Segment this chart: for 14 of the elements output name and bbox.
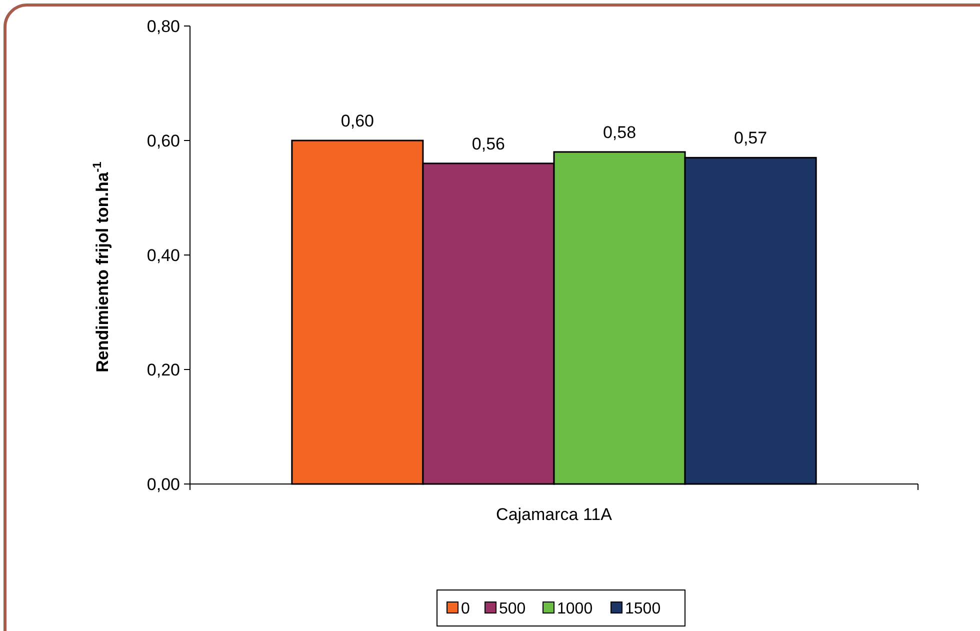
data-label: 0,57: [734, 128, 768, 148]
y-tick-label: 0,20: [146, 360, 180, 380]
legend-label: 1000: [557, 600, 593, 618]
legend-label: 1500: [625, 600, 661, 618]
data-label: 0,58: [602, 122, 636, 142]
y-tick-label: 0,80: [146, 16, 180, 36]
y-tick-label: 0,00: [146, 474, 180, 494]
legend-label: 0: [461, 600, 470, 618]
y-tick-label: 0,40: [146, 246, 180, 265]
data-label: 0,60: [340, 112, 374, 130]
legend-label: 500: [499, 600, 526, 618]
x-tick-label: Cajamarca 11A: [496, 505, 613, 524]
data-label: 0,56: [472, 134, 506, 154]
y-tick-label: 0,60: [146, 131, 180, 150]
